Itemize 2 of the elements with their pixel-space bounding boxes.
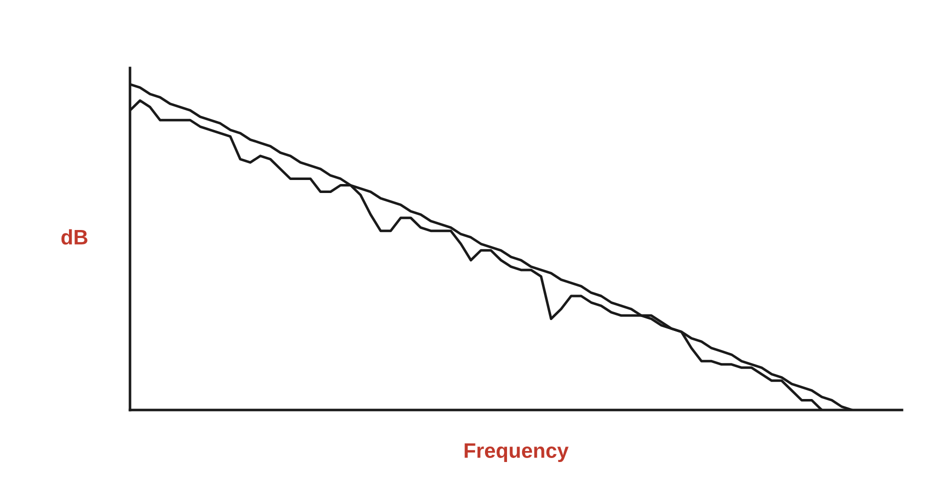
x-axis-title: Frequency: [464, 443, 569, 462]
y-axis-title: dB: [61, 229, 88, 245]
